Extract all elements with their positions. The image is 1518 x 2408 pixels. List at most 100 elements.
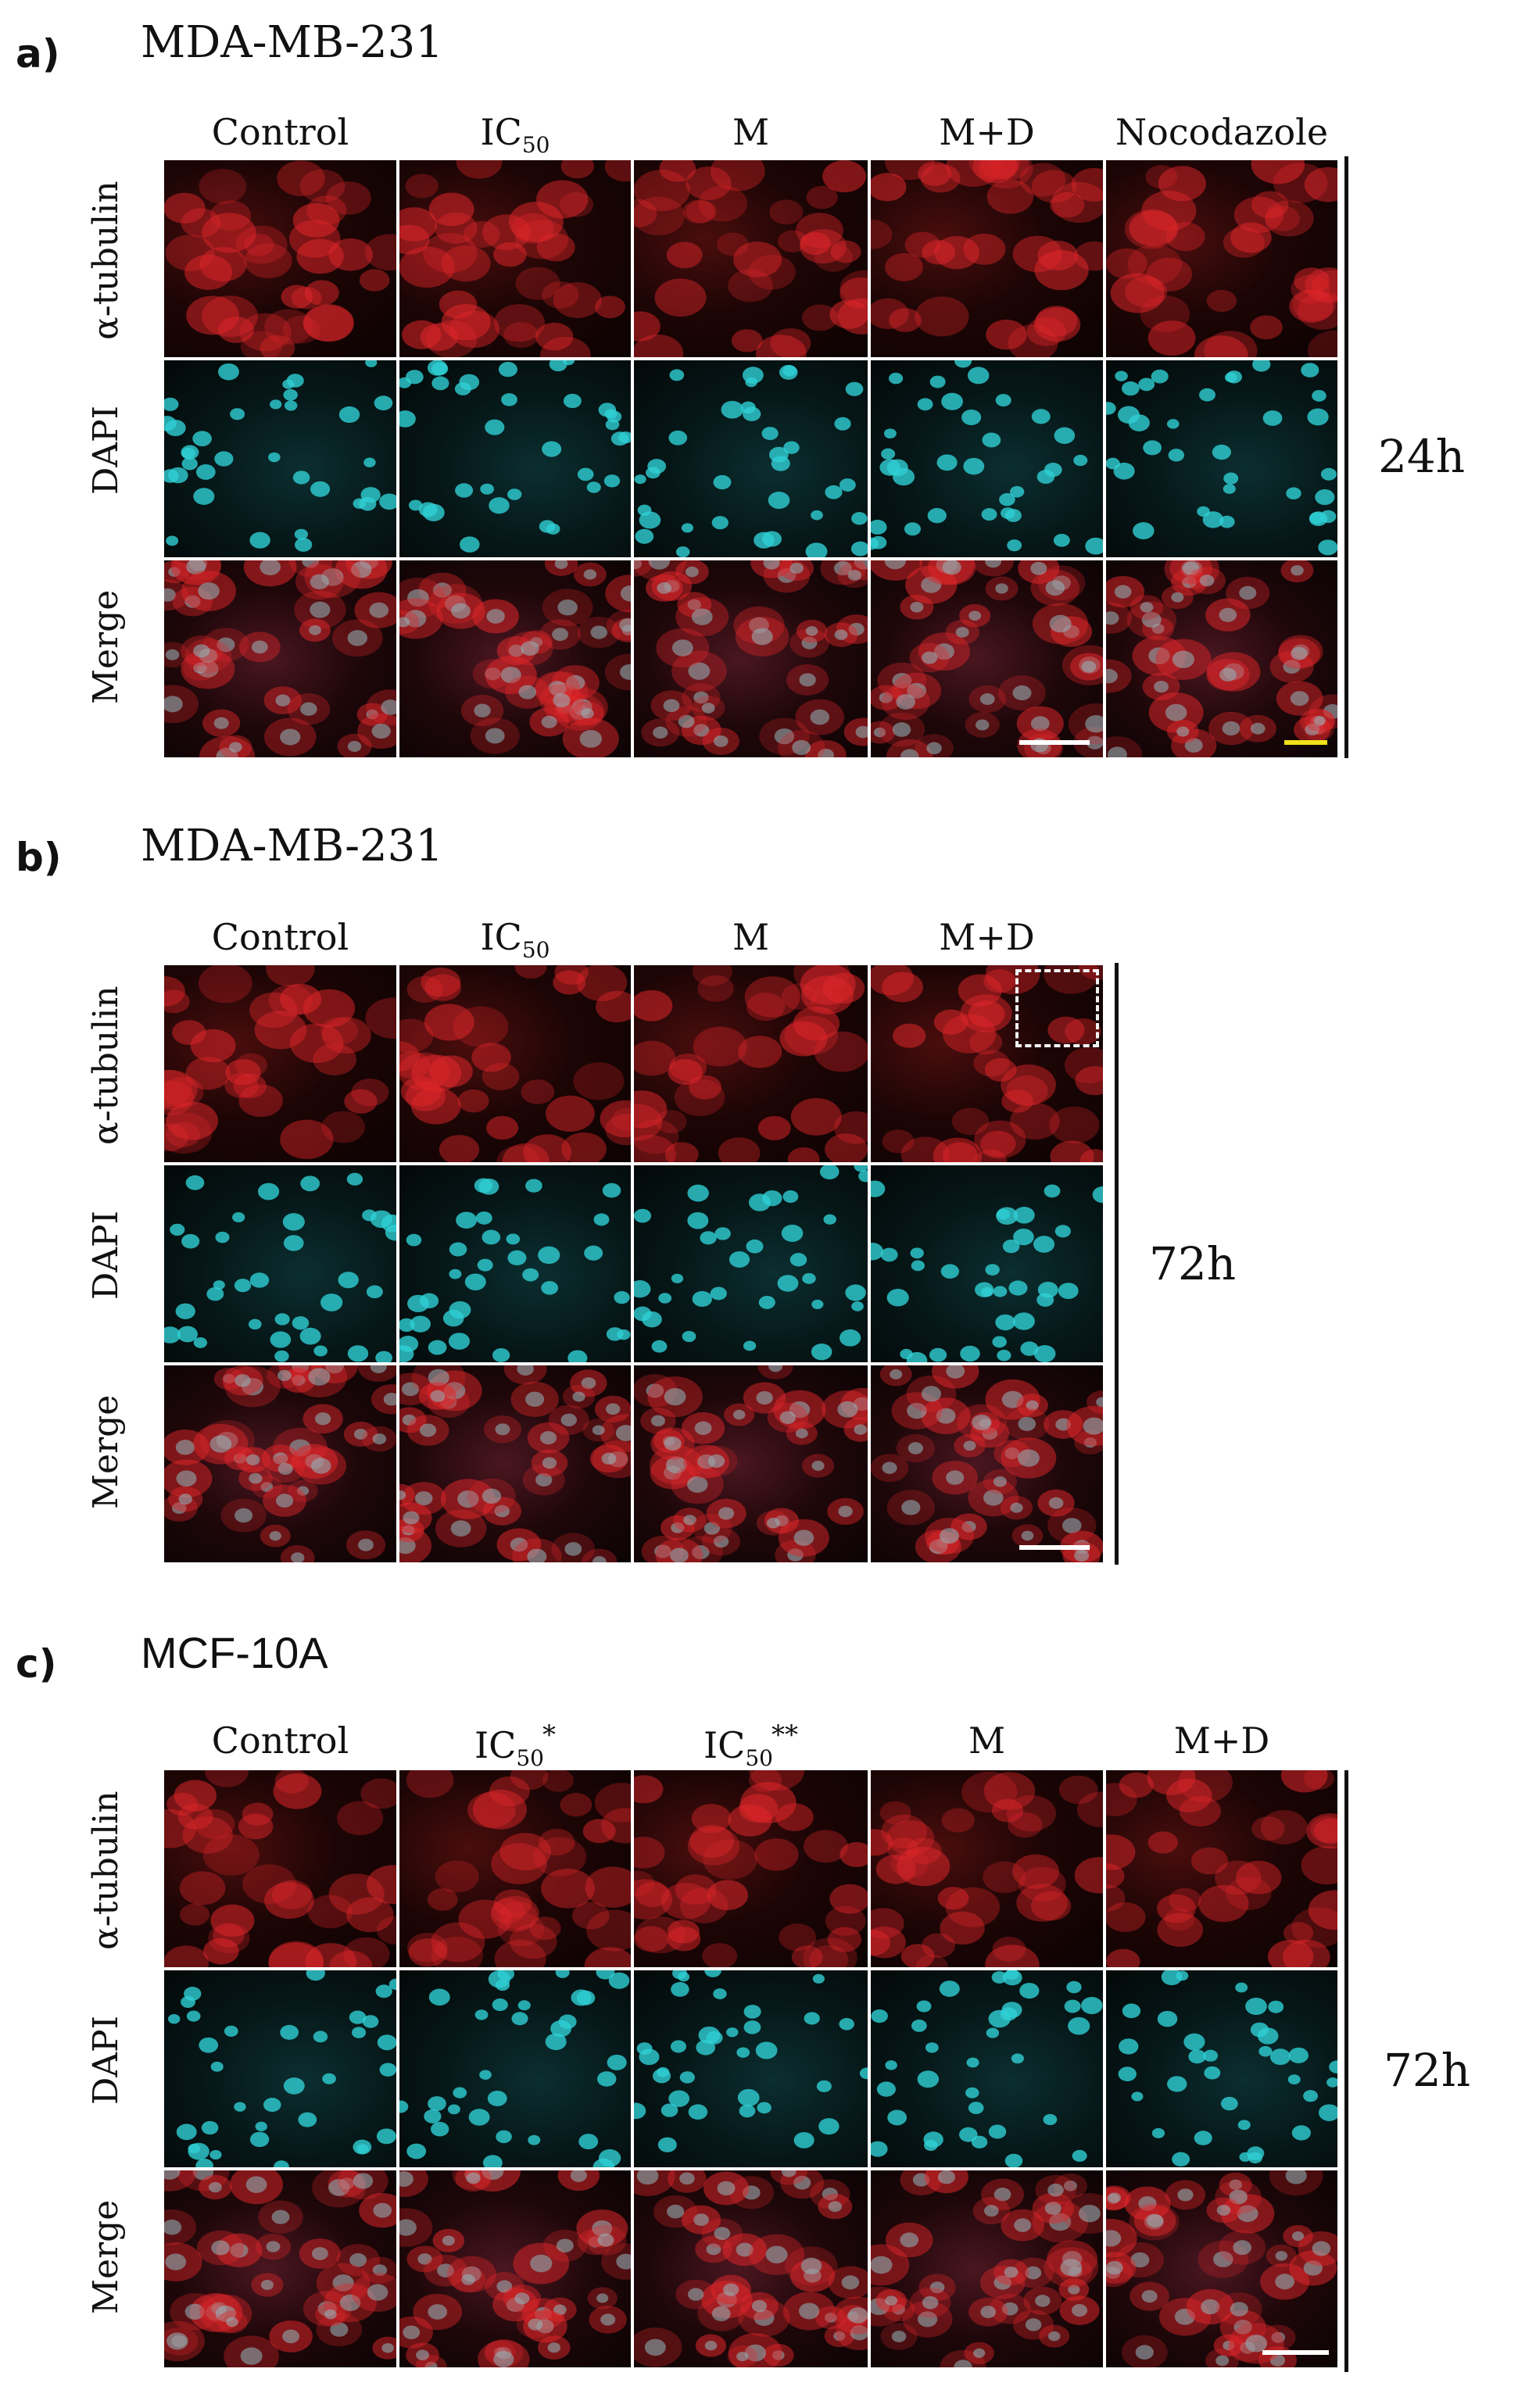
column-label: Control xyxy=(212,111,349,153)
cyan-cells-texture xyxy=(399,360,631,553)
panel-letter: b) xyxy=(16,835,62,880)
cyan-cells-texture xyxy=(871,1180,1103,1362)
panel-letter: a) xyxy=(16,31,60,77)
row-label: α-tubulin xyxy=(86,180,126,340)
cell-line-title: MDA-MB-231 xyxy=(141,17,443,68)
micrograph-tile xyxy=(871,360,1103,557)
column-label-main: IC xyxy=(703,1724,746,1766)
red-cells-texture xyxy=(164,965,396,1160)
merge-cells-texture xyxy=(399,2170,631,2367)
merge-cells-texture xyxy=(1106,2170,1337,2367)
red-cells-texture xyxy=(164,160,396,357)
merge-cells-texture xyxy=(164,560,396,757)
column-label-main: Control xyxy=(211,916,349,958)
micrograph-tile xyxy=(634,1770,868,1967)
micrograph-tile xyxy=(634,560,868,757)
column-label-superscript: ** xyxy=(772,1719,799,1751)
micrograph-tile xyxy=(871,965,1103,1162)
micrograph-tile xyxy=(1106,160,1337,357)
red-cells-texture xyxy=(634,1770,868,1967)
cyan-cells-texture xyxy=(634,1165,868,1361)
column-label-subscript: 50 xyxy=(521,132,550,158)
cyan-cells-texture xyxy=(164,360,396,552)
merge-cells-texture xyxy=(871,2170,1103,2367)
column-label-main: Nocodazole xyxy=(1115,111,1329,153)
timepoint-label: 72h xyxy=(1149,1237,1237,1290)
micrograph-tile xyxy=(399,1970,631,2167)
column-label-main: M xyxy=(968,1719,1006,1762)
micrograph-tile xyxy=(871,1770,1103,1967)
micrograph-tile xyxy=(399,1365,631,1562)
micrograph-tile xyxy=(399,1165,631,1362)
red-cells-texture xyxy=(871,160,1103,357)
micrograph-tile xyxy=(164,965,396,1162)
merge-cells-texture xyxy=(399,1365,631,1562)
micrograph-tile xyxy=(164,1970,396,2167)
column-label: IC50** xyxy=(704,1719,798,1771)
column-label: M xyxy=(968,1719,1005,1762)
image-grid xyxy=(164,1770,1337,2367)
micrograph-tile xyxy=(871,1970,1103,2167)
micrograph-tile xyxy=(634,2170,868,2367)
micrograph-tile xyxy=(1106,360,1337,557)
micrograph-tile xyxy=(164,1770,396,1967)
row-label: Merge xyxy=(86,1394,126,1509)
merge-cells-texture xyxy=(634,2170,868,2367)
merge-cells-texture xyxy=(164,2170,396,2367)
micrograph-tile xyxy=(399,360,631,557)
column-label: Nocodazole xyxy=(1115,111,1328,153)
row-label: DAPI xyxy=(86,405,126,495)
scale-bar xyxy=(1284,740,1327,745)
micrograph-tile xyxy=(399,965,631,1162)
micrograph-tile xyxy=(164,2170,396,2367)
micrograph-tile xyxy=(399,160,631,357)
column-label: M xyxy=(732,916,769,958)
micrograph-tile xyxy=(399,1770,631,1967)
micrograph-tile xyxy=(164,1365,396,1562)
micrograph-tile xyxy=(399,2170,631,2367)
cyan-cells-texture xyxy=(634,1970,868,2152)
micrograph-tile xyxy=(634,1970,868,2167)
merge-cells-texture xyxy=(871,1365,1103,1562)
cyan-cells-texture xyxy=(871,1970,1103,2167)
timepoint-label: 72h xyxy=(1384,2044,1471,2097)
micrograph-tile xyxy=(1106,2170,1337,2367)
merge-cells-texture xyxy=(164,1365,396,1562)
column-label-main: M+D xyxy=(939,111,1035,153)
column-label: IC50* xyxy=(474,1719,556,1771)
red-cells-texture xyxy=(871,965,1103,1162)
micrograph-tile xyxy=(871,160,1103,357)
micrograph-tile xyxy=(871,1165,1103,1362)
micrograph-tile xyxy=(399,560,631,757)
micrograph-tile xyxy=(871,2170,1103,2367)
micrograph-tile xyxy=(634,965,868,1162)
micrograph-tile xyxy=(164,360,396,557)
cyan-cells-texture xyxy=(399,1970,630,2167)
column-label: Control xyxy=(212,1719,349,1762)
image-grid xyxy=(164,965,1103,1562)
column-label: IC50 xyxy=(480,111,550,158)
micrograph-tile xyxy=(1106,1970,1337,2167)
column-label: M+D xyxy=(939,916,1035,958)
scale-bar xyxy=(1019,740,1090,745)
micrograph-tile xyxy=(634,360,868,557)
scale-bar xyxy=(1019,1545,1090,1550)
column-label-superscript: * xyxy=(542,1719,557,1751)
micrograph-tile xyxy=(871,1365,1103,1562)
panel-letter: c) xyxy=(16,1641,57,1687)
micrograph-tile xyxy=(164,560,396,757)
column-label-main: M+D xyxy=(939,916,1035,958)
cyan-cells-texture xyxy=(1118,1970,1337,2166)
column-label-subscript: 50 xyxy=(521,937,550,963)
merge-cells-texture xyxy=(634,1365,868,1562)
red-cells-texture xyxy=(1106,160,1337,357)
row-label: Merge xyxy=(86,589,126,704)
cyan-cells-texture xyxy=(399,1178,631,1362)
column-label-main: Control xyxy=(211,111,349,153)
column-label-main: Control xyxy=(211,1719,349,1762)
cyan-cells-texture xyxy=(164,1172,396,1362)
column-label: IC50 xyxy=(480,916,550,963)
column-label: M+D xyxy=(1174,1719,1270,1762)
micrograph-tile xyxy=(1106,1770,1337,1967)
timepoint-bracket xyxy=(1115,963,1119,1565)
